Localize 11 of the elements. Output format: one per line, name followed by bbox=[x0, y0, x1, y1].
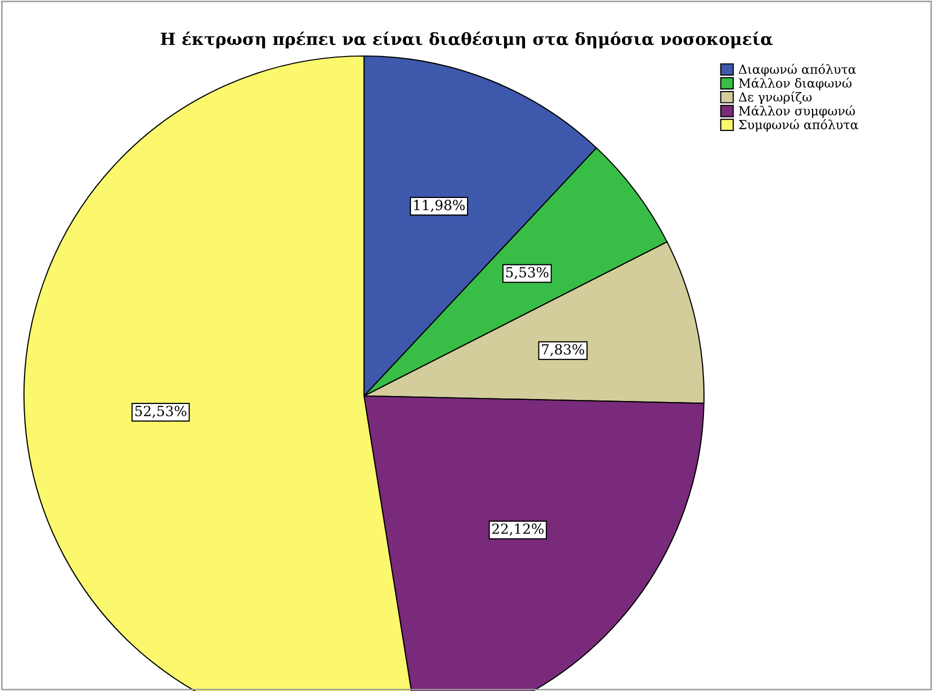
chart-title: Η έκτρωση πρέπει να είναι διαθέσιμη στα δημόσια νοσοκομεία bbox=[160, 32, 773, 48]
data-label: 7,83% bbox=[542, 344, 584, 356]
legend-label: Διαφωνώ απόλυτα bbox=[738, 64, 856, 76]
data-label: 22,12% bbox=[492, 524, 544, 536]
legend-label: Δε γνωρίζω bbox=[738, 91, 812, 104]
data-label: 52,53% bbox=[135, 406, 186, 418]
legend-label: Μάλλον διαφωνώ bbox=[738, 78, 852, 90]
legend-label: Μάλλον συμφωνώ bbox=[738, 105, 855, 118]
data-label: 5,53% bbox=[506, 267, 548, 280]
legend-label: Συμφωνώ απόλυτα bbox=[738, 119, 858, 132]
data-label: 11,98% bbox=[414, 200, 465, 212]
